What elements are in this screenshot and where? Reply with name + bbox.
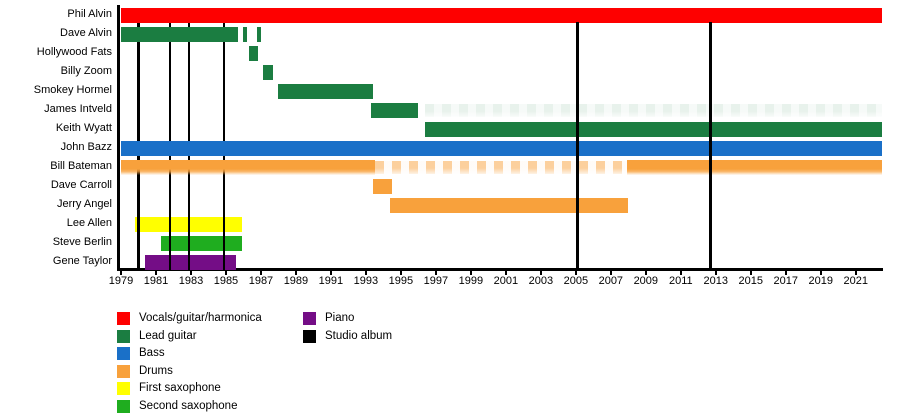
row-label: Billy Zoom: [60, 65, 112, 77]
axis-tick: [854, 270, 857, 275]
axis-tick-label: 2015: [738, 275, 764, 287]
row-label: Jerry Angel: [56, 198, 112, 210]
legend-label: First saxophone: [139, 382, 221, 394]
tenure-bar: [242, 26, 247, 42]
axis-tick-label: 2005: [563, 275, 589, 287]
axis-tick-label: 1999: [458, 275, 484, 287]
axis-tick-label: 2017: [773, 275, 799, 287]
tenure-bar: [121, 140, 882, 156]
axis-tick-label: 2009: [633, 275, 659, 287]
y-axis: [117, 5, 120, 270]
legend-swatch-black: [303, 329, 316, 343]
axis-tick: [784, 270, 787, 275]
legend-label: Drums: [139, 364, 173, 377]
row-label: James Intveld: [44, 103, 112, 115]
axis-tick-label: 1985: [213, 275, 239, 287]
tenure-bar: [626, 159, 882, 175]
axis-tick-label: 2011: [668, 275, 693, 287]
tenure-bar: [278, 83, 373, 99]
axis-tick-label: 2007: [598, 275, 624, 287]
axis-tick-label: 1987: [248, 275, 274, 287]
row-label: Smokey Hormel: [33, 84, 112, 96]
legend-swatch-red: [117, 312, 130, 325]
axis-tick: [399, 270, 402, 275]
axis-tick-label: 1979: [108, 275, 134, 287]
axis-tick: [434, 270, 437, 275]
legend-label: Studio album: [325, 329, 393, 342]
tenure-bar: [248, 45, 259, 61]
row-label: Lee Allen: [66, 217, 112, 229]
axis-tick: [714, 270, 717, 275]
axis-tick: [609, 270, 612, 275]
intermittent-tenure-bar: [374, 161, 627, 174]
legend-swatch-blue: [117, 347, 130, 360]
axis-tick: [259, 270, 262, 275]
axis-tick: [364, 270, 367, 275]
tenure-bar: [262, 64, 274, 80]
tenure-bar: [121, 7, 882, 23]
legend-swatch-dkgreen: [117, 329, 130, 343]
axis-tick: [224, 270, 227, 275]
axis-tick: [504, 270, 507, 275]
row-label: Phil Alvin: [67, 8, 112, 20]
row-label: Dave Alvin: [60, 27, 112, 39]
legend-swatch-orange: [117, 364, 130, 378]
legend-label: Piano: [325, 312, 355, 324]
tenure-bar: [145, 254, 237, 270]
axis-tick-label: 1981: [143, 275, 169, 287]
row-label: Hollywood Fats: [36, 46, 112, 58]
tenure-bar: [121, 159, 375, 175]
axis-tick-label: 1991: [318, 275, 344, 287]
row-label: Steve Berlin: [52, 236, 112, 248]
legend-swatch-green2: [117, 399, 130, 413]
row-label: John Bazz: [60, 141, 112, 153]
tenure-bar: [371, 102, 419, 118]
axis-tick-label: 1989: [283, 275, 309, 287]
x-axis: [117, 268, 883, 271]
tenure-bar: [425, 121, 882, 137]
legend-label: Bass: [139, 347, 165, 359]
axis-tick: [679, 270, 682, 275]
axis-tick: [574, 270, 577, 275]
axis-tick-label: 1997: [423, 275, 449, 287]
legend-label: Vocals/guitar/harmonica: [139, 312, 262, 324]
axis-tick-label: 2001: [493, 275, 519, 287]
axis-tick-label: 2021: [843, 275, 868, 287]
axis-tick-label: 2013: [703, 275, 729, 287]
legend-swatch-purple: [303, 312, 316, 325]
tenure-bar: [161, 235, 242, 251]
legend-swatch-yellow: [117, 382, 130, 395]
studio-album-line: [709, 22, 712, 270]
axis-tick: [329, 270, 332, 275]
tenure-bar: [372, 178, 393, 194]
row-label: Keith Wyatt: [55, 122, 112, 134]
axis-tick: [154, 270, 157, 275]
axis-tick-label: 1995: [388, 275, 414, 287]
studio-album-line: [576, 22, 579, 270]
axis-tick: [819, 270, 822, 275]
axis-tick-label: 1983: [178, 275, 204, 287]
axis-tick: [120, 270, 122, 275]
axis-tick: [749, 270, 752, 275]
axis-tick: [469, 270, 472, 275]
axis-tick-label: 1993: [353, 275, 379, 287]
row-label: Bill Bateman: [50, 160, 112, 172]
tenure-bar: [121, 26, 239, 42]
tenure-bar: [390, 197, 629, 213]
axis-tick-label: 2003: [528, 275, 554, 287]
axis-tick-label: 2019: [808, 275, 833, 287]
legend-label: Second saxophone: [139, 399, 238, 412]
tenure-bar: [256, 26, 261, 42]
legend-label: Lead guitar: [139, 329, 197, 342]
axis-tick: [189, 270, 192, 275]
row-label: Gene Taylor: [52, 255, 112, 267]
axis-tick: [539, 270, 542, 275]
axis-tick: [294, 270, 297, 275]
row-label: Dave Carroll: [50, 179, 112, 191]
intermittent-tenure-bar: [425, 104, 882, 117]
axis-tick: [644, 270, 647, 275]
